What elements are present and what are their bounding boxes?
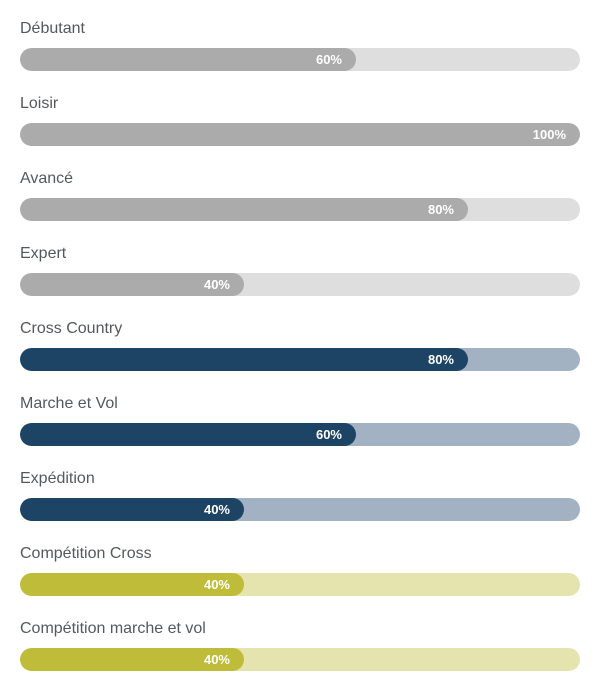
skill-label: Cross Country <box>20 320 123 337</box>
progress-track: 100% <box>20 123 580 146</box>
progress-fill: 40% <box>20 573 244 596</box>
skill-label: Expert <box>20 245 67 262</box>
progress-track: 40% <box>20 573 580 596</box>
progress-value-label: 40% <box>203 502 230 517</box>
skill-label: Débutant <box>20 20 85 37</box>
progress-track: 40% <box>20 648 580 671</box>
progress-track: 80% <box>20 348 580 371</box>
progress-value-label: 60% <box>315 52 342 67</box>
skill-label: Compétition Cross <box>20 545 152 562</box>
progress-value-label: 80% <box>427 352 454 367</box>
progress-track: 60% <box>20 423 580 446</box>
skill-row: Expédition 40% <box>20 470 580 521</box>
progress-track: 40% <box>20 273 580 296</box>
skill-label: Avancé <box>20 170 74 187</box>
skill-label: Loisir <box>20 95 59 112</box>
progress-fill: 60% <box>20 48 356 71</box>
progress-track: 80% <box>20 198 580 221</box>
progress-fill: 40% <box>20 648 244 671</box>
skill-row: Avancé 80% <box>20 170 580 221</box>
progress-fill: 60% <box>20 423 356 446</box>
progress-value-label: 80% <box>427 202 454 217</box>
progress-fill: 40% <box>20 498 244 521</box>
skill-row: Loisir 100% <box>20 95 580 146</box>
progress-value-label: 40% <box>203 652 230 667</box>
progress-track: 40% <box>20 498 580 521</box>
skill-label: Marche et Vol <box>20 395 118 412</box>
skill-row: Compétition marche et vol 40% <box>20 620 580 671</box>
skill-row: Cross Country 80% <box>20 320 580 371</box>
skill-row: Marche et Vol 60% <box>20 395 580 446</box>
progress-fill: 40% <box>20 273 244 296</box>
progress-fill: 100% <box>20 123 580 146</box>
skill-row: Débutant 60% <box>20 20 580 71</box>
progress-value-label: 100% <box>532 127 566 142</box>
skill-row: Compétition Cross 40% <box>20 545 580 596</box>
skill-row: Expert 40% <box>20 245 580 296</box>
progress-fill: 80% <box>20 348 468 371</box>
progress-value-label: 60% <box>315 427 342 442</box>
skill-label: Compétition marche et vol <box>20 620 206 637</box>
progress-value-label: 40% <box>203 277 230 292</box>
progress-value-label: 40% <box>203 577 230 592</box>
progress-fill: 80% <box>20 198 468 221</box>
skill-label: Expédition <box>20 470 95 487</box>
progress-track: 60% <box>20 48 580 71</box>
